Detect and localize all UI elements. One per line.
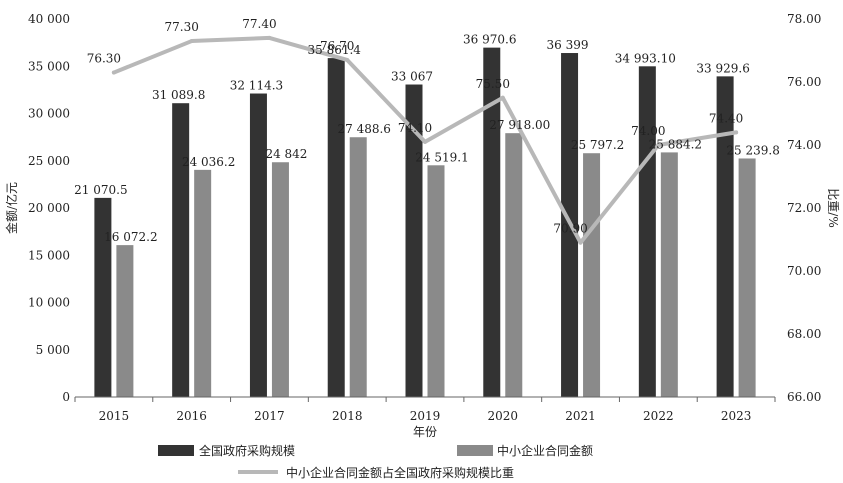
y-tick-label: 35 000 — [28, 59, 70, 73]
y2-tick-label: 76.00 — [787, 75, 821, 89]
bar-sme-contract — [505, 133, 523, 397]
y-axis-title: 金额/亿元 — [4, 182, 19, 234]
y-tick-label: 15 000 — [28, 248, 70, 262]
y2-tick-label: 72.00 — [787, 201, 821, 215]
y2-tick-label: 70.00 — [787, 264, 821, 278]
x-tick-label: 2015 — [99, 409, 130, 423]
y-tick-label: 20 000 — [28, 201, 70, 215]
bar-label-total: 34 993.10 — [615, 51, 676, 65]
line-label: 76.30 — [87, 52, 121, 66]
line-label: 74.00 — [631, 124, 665, 138]
legend-swatch-series-2 — [457, 445, 493, 456]
bar-sme-contract — [194, 169, 212, 397]
y2-tick-label: 66.00 — [787, 390, 821, 404]
x-tick-label: 2018 — [332, 409, 363, 423]
line-label: 76.70 — [320, 39, 354, 53]
legend-label-series-2: 中小企业合同金额 — [497, 443, 593, 458]
bar-sme-contract — [738, 158, 756, 397]
bar-total-procurement — [327, 58, 345, 397]
bar-sme-contract — [660, 152, 678, 397]
y-tick-label: 10 000 — [28, 296, 70, 310]
x-tick-label: 2020 — [488, 409, 519, 423]
bar-label-total: 31 089.8 — [152, 88, 205, 102]
bar-label-sme: 24 036.2 — [182, 155, 235, 169]
left-axis-ticks: 0 5 000 10 000 15 000 20 000 25 000 30 000 35 0… — [28, 12, 70, 404]
bar-sme-contract — [427, 165, 445, 397]
bar-sme-contract — [583, 153, 601, 397]
bar-label-sme: 25 797.2 — [571, 138, 624, 152]
bar-label-sme: 27 488.6 — [338, 122, 391, 136]
line-point — [656, 143, 661, 147]
x-tick-label: 2017 — [254, 409, 285, 423]
line-point — [345, 57, 350, 62]
bar-label-sme: 24 519.1 — [415, 150, 468, 164]
line-label: 74.40 — [709, 111, 743, 125]
line-point — [267, 35, 272, 40]
y2-tick-label: 74.00 — [787, 138, 821, 152]
bar-label-sme: 16 072.2 — [104, 230, 157, 244]
line-data-labels: 76.30 77.30 77.40 76.70 74.10 75.50 70.90 74.00… — [87, 17, 744, 236]
bar-total-procurement — [483, 47, 501, 397]
line-point — [500, 95, 505, 100]
line-label: 77.40 — [242, 17, 276, 31]
line-point — [423, 139, 427, 144]
bar-label-total: 33 929.6 — [696, 61, 749, 75]
bar-label-total: 32 114.3 — [230, 79, 283, 93]
line-label: 75.50 — [476, 77, 510, 91]
y-tick-label: 0 — [62, 390, 70, 404]
bar-label-sme: 25 239.8 — [726, 143, 779, 157]
y2-axis-title: 比重/% — [826, 188, 840, 227]
bar-total-procurement — [638, 66, 656, 397]
bar-label-total: 36 399 — [547, 38, 589, 52]
legend-label-series-3: 中小企业合同金额占全国政府采购规模比重 — [286, 465, 514, 480]
y-tick-label: 5 000 — [36, 343, 70, 357]
bar-label-sme: 25 884.2 — [649, 137, 702, 151]
bar-label-sme: 24 842 — [265, 147, 307, 161]
line-label: 74.10 — [398, 121, 432, 135]
line-point — [189, 39, 194, 44]
bar-label-sme: 27 918.00 — [489, 118, 550, 132]
y-tick-label: 30 000 — [28, 107, 70, 121]
line-series — [111, 35, 739, 245]
bar-label-total: 36 970.6 — [463, 33, 516, 47]
bar-label-total: 21 070.5 — [74, 183, 127, 197]
x-axis-title: 年份 — [413, 425, 437, 439]
bar-sme-contract — [349, 137, 367, 397]
bar-total-procurement — [405, 84, 423, 398]
line-point — [111, 70, 116, 75]
x-tick-label: 2022 — [643, 409, 674, 423]
line-point — [734, 130, 739, 135]
y-tick-label: 40 000 — [28, 12, 70, 26]
bar-total-procurement — [172, 103, 190, 398]
bar-label-total: 35 861.4 — [308, 43, 362, 57]
x-tick-label: 2021 — [565, 409, 596, 423]
legend-swatch-series-1 — [158, 445, 194, 456]
x-axis-ticks: 2015 2016 2017 2018 2019 2020 2021 2022 2023 — [74, 397, 776, 423]
bar-sme-contract — [116, 245, 134, 397]
line-label: 77.30 — [164, 20, 198, 34]
y2-tick-label: 68.00 — [787, 327, 821, 341]
bar-sme-contract — [271, 162, 289, 397]
line-label: 70.90 — [553, 222, 587, 236]
bar-total-procurement — [94, 197, 112, 397]
legend-label-series-1: 全国政府采购规模 — [199, 443, 295, 458]
bar-label-total: 33 067 — [391, 70, 433, 84]
y-tick-label: 25 000 — [28, 154, 70, 168]
x-tick-label: 2016 — [176, 409, 207, 423]
right-axis-ticks: 66.00 68.00 70.00 72.00 74.00 76.00 78.00 — [787, 12, 821, 404]
bar-data-labels: 21 070.5 31 089.8 32 114.3 35 861.4 33 067 36… — [74, 33, 780, 244]
legend: 全国政府采购规模 中小企业合同金额 中小企业合同金额占全国政府采购规模比重 — [158, 443, 593, 480]
line-point — [578, 240, 583, 245]
x-tick-label: 2023 — [721, 409, 752, 423]
bar-total-procurement — [716, 76, 734, 397]
bar-total-procurement — [249, 93, 267, 397]
x-tick-label: 2019 — [410, 409, 441, 423]
y2-tick-label: 78.00 — [787, 12, 821, 26]
